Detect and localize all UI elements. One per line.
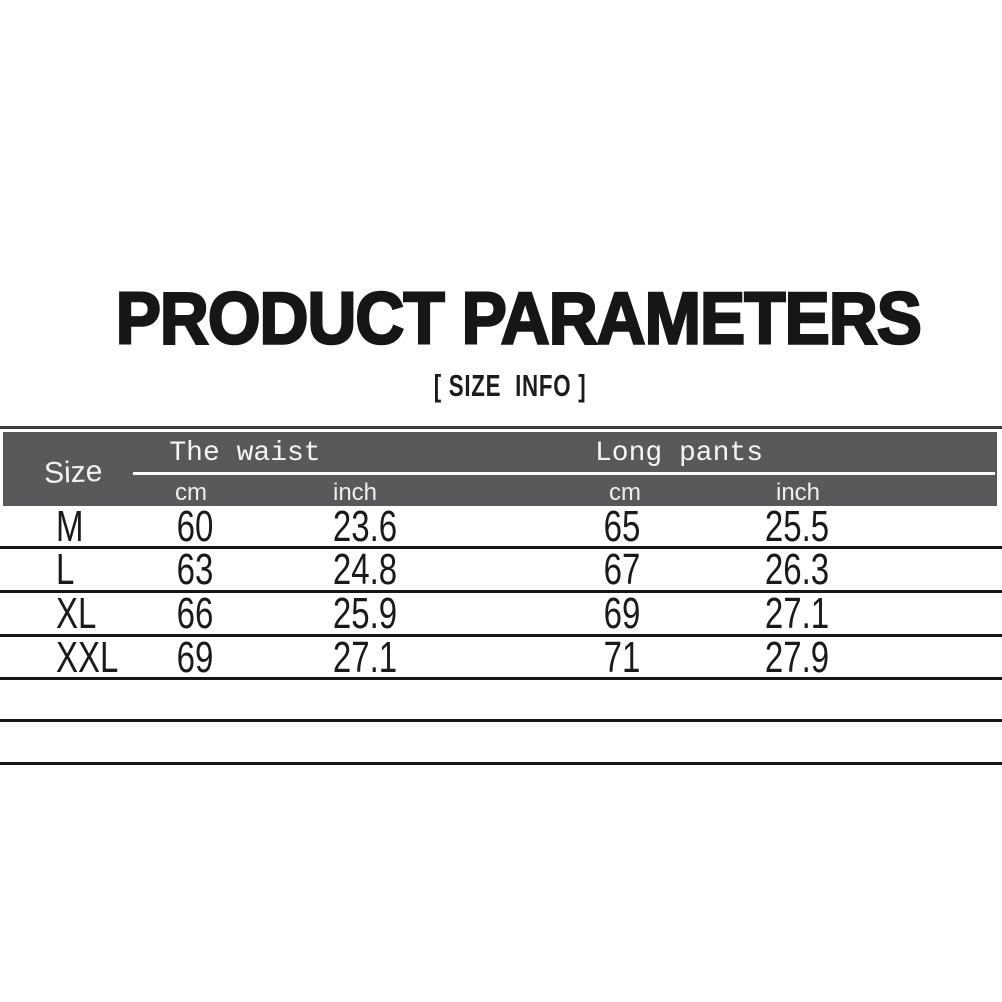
size-label: XL: [56, 589, 97, 638]
header-underline: [133, 472, 995, 475]
table-row-empty: [0, 680, 1002, 722]
waist-cm-header: cm: [175, 479, 207, 506]
size-label: L: [56, 545, 75, 594]
table-row-empty: [0, 722, 1002, 765]
size-label: XXL: [56, 633, 119, 682]
pants-cm-value: 71: [603, 633, 641, 682]
size-info-subtitle-text: [ SIZE INFO ]: [433, 368, 587, 403]
pants-cm-header: cm: [609, 479, 641, 506]
pants-inch-value: 27.1: [764, 589, 830, 638]
table-row-xl: XL 66 25.9 69 27.1: [0, 589, 1002, 638]
pants-cm-value: 65: [603, 502, 641, 551]
waist-group-header: The waist: [169, 438, 321, 469]
pants-cm-value: 69: [603, 589, 641, 638]
waist-inch-value: 25.9: [332, 589, 398, 638]
page-title-text: PRODUCT PARAMETERS: [114, 277, 923, 361]
pants-inch-value: 26.3: [764, 545, 830, 594]
table-row-xxl: XXL 69 27.1 71 27.9: [0, 633, 1002, 682]
waist-cm-value: 66: [176, 589, 214, 638]
waist-inch-value: 23.6: [332, 502, 398, 551]
pants-inch-value: 25.5: [764, 502, 830, 551]
pants-inch-value: 27.9: [764, 633, 830, 682]
waist-inch-value: 24.8: [332, 545, 398, 594]
page-title: PRODUCT PARAMETERS: [0, 277, 1002, 361]
table-header: Size The waist Long pants cm inch cm inc…: [3, 432, 997, 506]
pants-group-header: Long pants: [594, 438, 764, 469]
table-row-l: L 63 24.8 67 26.3: [0, 545, 1002, 594]
table-row-m: M 60 23.6 65 25.5: [0, 502, 1002, 551]
size-info-subtitle: [ SIZE INFO ]: [0, 368, 1002, 404]
header-top-rule: [0, 426, 1002, 429]
waist-inch-header: inch: [332, 479, 378, 506]
waist-cm-value: 69: [176, 633, 214, 682]
waist-inch-value: 27.1: [332, 633, 398, 682]
pants-cm-value: 67: [603, 545, 641, 594]
pants-inch-header: inch: [775, 479, 821, 506]
size-column-header: Size: [43, 454, 103, 491]
waist-cm-value: 60: [176, 502, 214, 551]
waist-cm-value: 63: [176, 545, 214, 594]
size-label: M: [56, 502, 84, 551]
